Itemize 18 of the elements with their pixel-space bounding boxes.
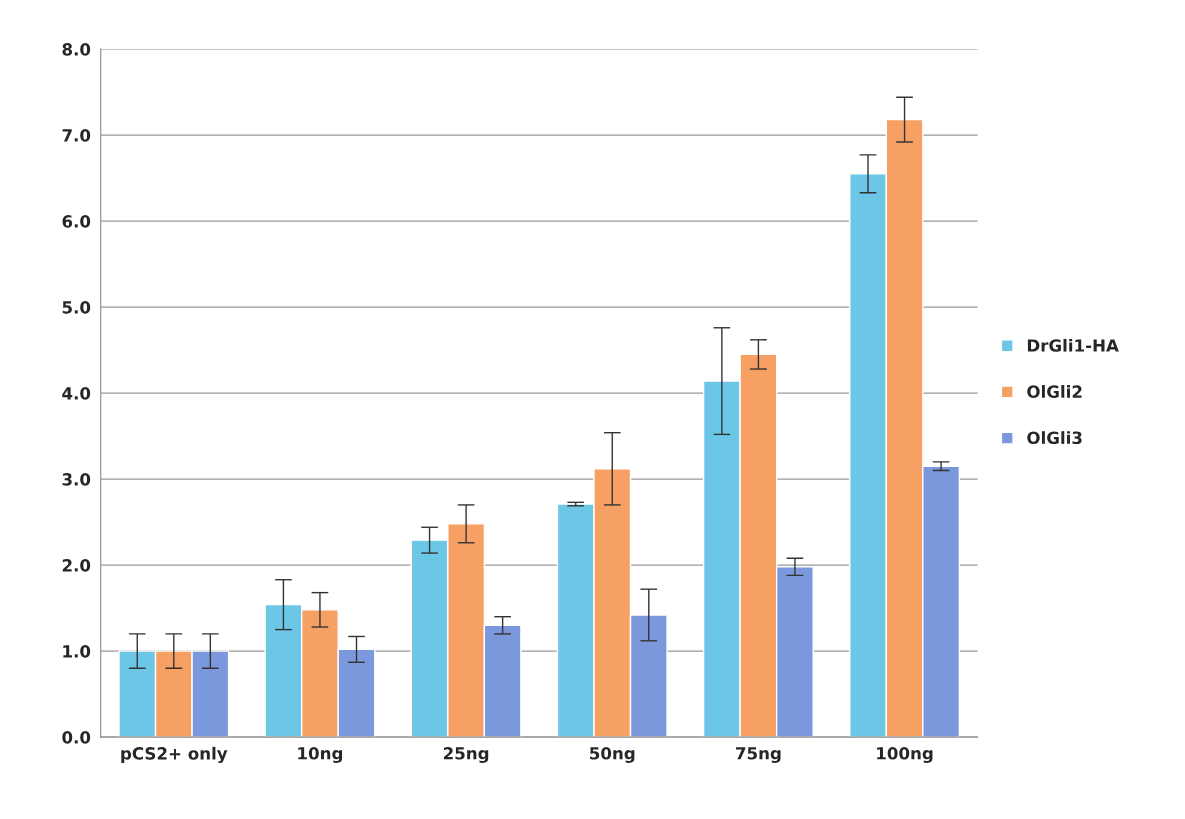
y-tick-label: 6.0: [62, 215, 91, 228]
x-tick-label: 50ng: [590, 746, 635, 763]
y-tick-label: 8.0: [62, 43, 91, 56]
x-tick-label: 25ng: [443, 746, 489, 763]
y-tick-label: 1.0: [63, 645, 91, 658]
x-tick-label: 100ng: [877, 746, 933, 763]
legend-label: DrGli1-HA: [1027, 338, 1119, 352]
y-tick-label: 0.0: [62, 731, 91, 744]
y-tick-label: 7.0: [62, 129, 91, 142]
x-tick-label: 10ng: [298, 746, 343, 763]
y-tick-label: 2.0: [62, 559, 91, 572]
y-tick-label: 5.0: [62, 301, 91, 314]
x-tick-label: 75ng: [736, 747, 781, 763]
x-tick-label: pCS2+ only: [121, 746, 228, 764]
y-tick-label: 3.0: [62, 473, 91, 486]
y-tick-label: 4.0: [62, 387, 91, 400]
legend-label: OlGli3: [1027, 431, 1082, 445]
legend-label: OlGli2: [1027, 385, 1082, 398]
